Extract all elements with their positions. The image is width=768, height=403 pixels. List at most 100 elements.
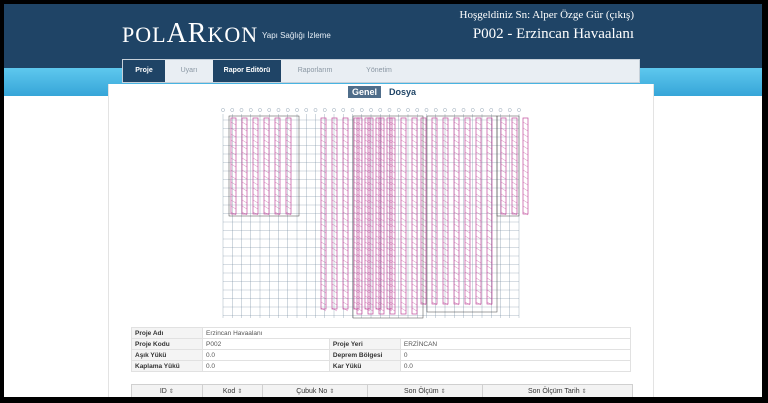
- axis-bubble: [304, 108, 309, 112]
- truss-diagonal: [500, 163, 507, 168]
- truss-diagonal: [378, 157, 385, 162]
- truss-diagonal: [274, 157, 281, 162]
- truss-diagonal: [230, 169, 237, 174]
- truss-diagonal: [400, 307, 407, 312]
- truss-diagonal: [486, 271, 493, 276]
- truss-diagonal: [378, 163, 385, 168]
- truss-diagonal: [475, 253, 482, 258]
- axis-bubble: [350, 108, 355, 112]
- logout-link[interactable]: (çıkış): [605, 9, 634, 21]
- truss-diagonal: [342, 169, 349, 174]
- truss-diagonal: [522, 127, 529, 132]
- truss-diagonal: [375, 235, 382, 240]
- axis-bubble: [248, 108, 253, 112]
- truss-diagonal: [453, 181, 460, 186]
- truss-diagonal: [411, 151, 418, 156]
- truss-member: [475, 117, 482, 305]
- truss-diagonal: [241, 133, 248, 138]
- truss-diagonal: [285, 175, 292, 180]
- truss-diagonal: [367, 283, 374, 288]
- truss-diagonal: [356, 133, 363, 138]
- truss-diagonal: [442, 169, 449, 174]
- truss-diagonal: [464, 289, 471, 294]
- truss-diagonal: [453, 139, 460, 144]
- truss-diagonal: [320, 127, 327, 132]
- truss-diagonal: [386, 283, 393, 288]
- column-header-son-olcum-tarih[interactable]: Son Ölçüm Tarih ⇕: [527, 388, 587, 395]
- truss-diagonal: [431, 301, 438, 306]
- truss-diagonal: [274, 175, 281, 180]
- truss-diagonal: [486, 283, 493, 288]
- column-header-id[interactable]: ID ⇕: [132, 385, 203, 397]
- plan-outline: [352, 115, 424, 319]
- truss-member: [320, 117, 327, 310]
- truss-diagonal: [331, 139, 338, 144]
- subtab-dosya[interactable]: Dosya: [389, 87, 417, 97]
- truss-diagonal: [511, 133, 518, 138]
- tab-yonetim[interactable]: Yönetim: [366, 67, 392, 74]
- truss-diagonal: [331, 157, 338, 162]
- truss-diagonal: [364, 157, 371, 162]
- truss-member: [378, 117, 385, 315]
- truss-diagonal: [353, 199, 360, 204]
- truss-diagonal: [331, 163, 338, 168]
- truss-diagonal: [378, 265, 385, 270]
- truss-diagonal: [389, 163, 396, 168]
- truss-diagonal: [386, 229, 393, 234]
- truss-diagonal: [486, 241, 493, 246]
- column-header-kod[interactable]: Kod ⇕: [203, 385, 264, 397]
- tab-rapor-editoru[interactable]: Rapor Editörü: [213, 60, 281, 82]
- axis-bubble: [424, 108, 429, 112]
- truss-diagonal: [331, 241, 338, 246]
- tab-proje[interactable]: Proje: [123, 60, 165, 82]
- truss-diagonal: [375, 181, 382, 186]
- truss-diagonal: [331, 229, 338, 234]
- truss-diagonal: [331, 199, 338, 204]
- truss-diagonal: [431, 121, 438, 126]
- truss-diagonal: [420, 175, 427, 180]
- subtab-genel[interactable]: Genel: [348, 86, 382, 98]
- truss-diagonal: [331, 307, 338, 312]
- truss-diagonal: [263, 151, 270, 156]
- truss-diagonal: [475, 301, 482, 306]
- truss-diagonal: [252, 145, 259, 150]
- tab-raporlarim[interactable]: Raporlarım: [297, 67, 333, 74]
- truss-diagonal: [431, 247, 438, 252]
- column-header-cubuk-no[interactable]: Çubuk No ⇕: [263, 385, 369, 397]
- truss-diagonal: [364, 301, 371, 306]
- truss-diagonal: [486, 157, 493, 162]
- truss-diagonal: [375, 145, 382, 150]
- truss-diagonal: [353, 157, 360, 162]
- truss-diagonal: [431, 283, 438, 288]
- truss-diagonal: [356, 259, 363, 264]
- truss-diagonal: [285, 163, 292, 168]
- truss-diagonal: [378, 175, 385, 180]
- truss-diagonal: [375, 133, 382, 138]
- truss-diagonal: [353, 247, 360, 252]
- tab-uyari[interactable]: Uyarı: [180, 67, 198, 74]
- column-header-son-olcum[interactable]: Son Ölçüm ⇕: [368, 385, 483, 397]
- truss-diagonal: [475, 241, 482, 246]
- truss-member: [230, 117, 237, 215]
- truss-diagonal: [464, 301, 471, 306]
- truss-diagonal: [356, 139, 363, 144]
- truss-diagonal: [386, 187, 393, 192]
- truss-diagonal: [356, 145, 363, 150]
- truss-diagonal: [375, 229, 382, 234]
- truss-diagonal: [367, 277, 374, 282]
- truss-member: [241, 117, 248, 215]
- truss-diagonal: [375, 151, 382, 156]
- truss-member: [400, 117, 407, 315]
- truss-diagonal: [442, 181, 449, 186]
- truss-diagonal: [378, 235, 385, 240]
- value-proje-kodu: P002: [202, 338, 330, 350]
- truss-diagonal: [252, 169, 259, 174]
- truss-diagonal: [364, 253, 371, 258]
- truss-diagonal: [464, 253, 471, 258]
- truss-diagonal: [420, 247, 427, 252]
- truss-diagonal: [331, 253, 338, 258]
- truss-diagonal: [230, 205, 237, 210]
- truss-diagonal: [274, 187, 281, 192]
- truss-member: [420, 117, 427, 305]
- truss-diagonal: [331, 283, 338, 288]
